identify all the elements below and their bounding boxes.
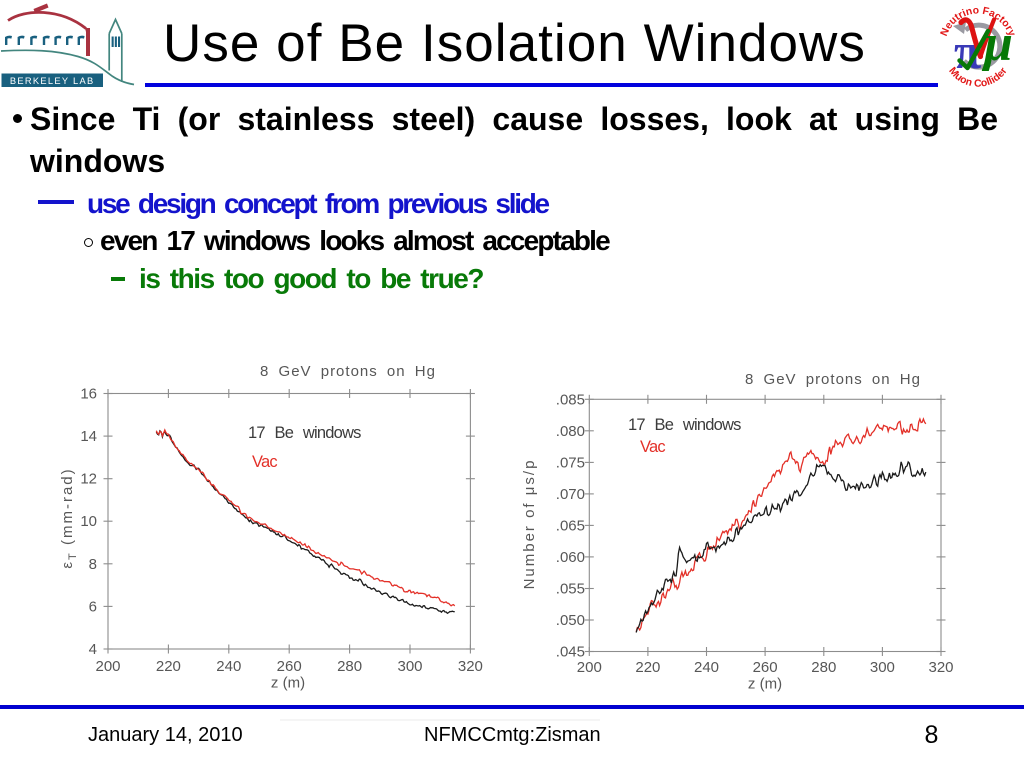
- svg-text:6: 6: [89, 598, 97, 615]
- svg-text:17 Be windows: 17 Be windows: [248, 424, 361, 442]
- svg-text:240: 240: [216, 658, 241, 675]
- svg-text:4: 4: [89, 641, 97, 658]
- svg-text:Number of μs/p: Number of μs/p: [521, 459, 538, 590]
- svg-text:.080: .080: [556, 423, 585, 440]
- svg-text:220: 220: [156, 658, 181, 675]
- svg-text:εT (mm-rad): εT (mm-rad): [59, 467, 79, 568]
- svg-text:17 Be windows: 17 Be windows: [628, 416, 741, 434]
- svg-text:16: 16: [80, 386, 97, 403]
- svg-text:12: 12: [80, 471, 97, 488]
- svg-text:280: 280: [811, 659, 836, 676]
- svg-text:14: 14: [80, 428, 97, 445]
- svg-text:Vac: Vac: [252, 453, 277, 471]
- svg-text:240: 240: [694, 659, 719, 676]
- svg-text:260: 260: [753, 659, 778, 676]
- svg-text:320: 320: [458, 658, 483, 675]
- svg-text:280: 280: [337, 658, 362, 675]
- svg-text:μ: μ: [981, 15, 1013, 72]
- svg-text:260: 260: [277, 658, 302, 675]
- svg-text:BERKELEY LAB: BERKELEY LAB: [10, 76, 95, 86]
- svg-text:8 GeV protons on Hg: 8 GeV protons on Hg: [260, 363, 436, 380]
- svg-text:8: 8: [89, 556, 97, 573]
- svg-text:.045: .045: [556, 644, 585, 661]
- svg-text:.050: .050: [556, 612, 585, 629]
- svg-text:300: 300: [870, 659, 895, 676]
- svg-text:200: 200: [577, 659, 602, 676]
- svg-text:.075: .075: [556, 454, 585, 471]
- svg-text:320: 320: [928, 659, 953, 676]
- svg-text:8 GeV protons on Hg: 8 GeV protons on Hg: [745, 371, 921, 388]
- svg-text:.065: .065: [556, 517, 585, 534]
- svg-text:z (m): z (m): [748, 676, 782, 693]
- svg-text:300: 300: [397, 658, 422, 675]
- svg-text:.070: .070: [556, 486, 585, 503]
- svg-text:Vac: Vac: [640, 438, 665, 456]
- svg-text:.055: .055: [556, 581, 585, 598]
- svg-text:.085: .085: [556, 391, 585, 408]
- svg-text:z (m): z (m): [271, 675, 305, 692]
- svg-text:10: 10: [80, 513, 97, 530]
- svg-text:.060: .060: [556, 549, 585, 566]
- svg-text:220: 220: [635, 659, 660, 676]
- svg-text:200: 200: [95, 658, 120, 675]
